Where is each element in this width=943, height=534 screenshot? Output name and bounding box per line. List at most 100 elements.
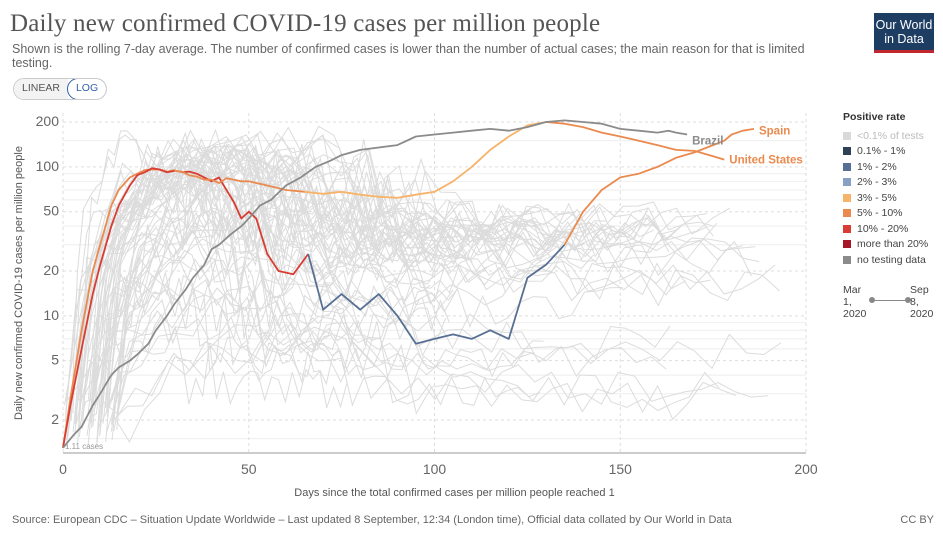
scale-toggle[interactable]: LINEAR LOG xyxy=(13,78,108,100)
license-link[interactable]: CC BY xyxy=(900,514,934,526)
background-country-line xyxy=(116,179,549,430)
series-line-brazil xyxy=(62,119,688,449)
legend-item[interactable]: no testing data xyxy=(843,252,939,268)
background-country-line xyxy=(106,269,782,434)
background-country-line xyxy=(106,209,431,417)
series-label: United States xyxy=(729,155,803,167)
x-tick-label: 200 xyxy=(794,461,818,477)
y-tick-label: 5 xyxy=(51,352,59,368)
background-country-line xyxy=(96,161,473,443)
y-tick-label: 50 xyxy=(43,203,59,219)
background-country-line xyxy=(89,129,537,402)
background-country-line xyxy=(89,272,366,419)
background-country-line xyxy=(111,166,594,441)
background-country-line xyxy=(93,249,397,406)
background-country-line xyxy=(90,165,452,409)
logo-line-1: Our World xyxy=(875,18,933,32)
legend-item[interactable]: 3% - 5% xyxy=(843,190,939,206)
legend-item[interactable]: 5% - 10% xyxy=(843,206,939,222)
timeline-control[interactable]: Mar 1, 2020 Sep 8, 2020 xyxy=(843,284,939,324)
background-country-line xyxy=(79,135,731,407)
background-country-line xyxy=(90,130,708,424)
linear-scale-button[interactable]: LINEAR xyxy=(14,79,68,99)
timeline-start-month: Mar xyxy=(843,284,862,296)
background-country-line xyxy=(88,128,513,400)
legend-swatch xyxy=(843,131,851,140)
background-country-line xyxy=(75,257,671,425)
background-country-line xyxy=(111,321,737,423)
background-country-line xyxy=(66,166,752,440)
chart-title: Daily new confirmed COVID-19 cases per m… xyxy=(10,10,601,37)
background-country-line xyxy=(106,279,544,408)
legend-item[interactable]: 10% - 20% xyxy=(843,221,939,237)
legend-item[interactable]: 0.1% - 1% xyxy=(843,144,939,160)
y-tick-label: 100 xyxy=(36,158,60,174)
background-country-line xyxy=(105,131,425,408)
timeline-end-handle[interactable] xyxy=(905,297,911,303)
background-country-line xyxy=(101,315,768,416)
legend-label: 2% - 3% xyxy=(857,176,897,189)
legend: Positive rate <0.1% of tests 0.1% - 1% 1% … xyxy=(843,111,939,268)
background-country-line xyxy=(81,172,448,429)
background-country-line xyxy=(65,162,524,415)
background-country-line xyxy=(64,177,467,423)
background-country-line xyxy=(66,287,667,401)
background-country-line xyxy=(116,235,342,403)
log-scale-button[interactable]: LOG xyxy=(66,79,107,99)
chart-subtitle: Shown is the rolling 7-day average. The … xyxy=(12,42,805,70)
timeline-end-day: 8, xyxy=(910,296,919,308)
series-line-spain xyxy=(307,244,566,345)
background-country-line xyxy=(108,293,535,406)
background-country-line xyxy=(70,130,319,421)
background-country-line xyxy=(74,149,655,424)
legend-item[interactable]: more than 20% xyxy=(843,237,939,253)
timeline-end-month: Sep xyxy=(910,284,929,296)
legend-swatch xyxy=(843,255,851,264)
owid-logo[interactable]: Our World in Data xyxy=(874,13,934,53)
series-line-united-states xyxy=(304,121,547,199)
background-country-line xyxy=(106,187,506,412)
timeline-start-year: 2020 xyxy=(843,308,867,320)
background-country-line xyxy=(101,143,561,418)
series-line-spain xyxy=(563,128,755,246)
background-country-line xyxy=(91,179,385,413)
background-country-line xyxy=(110,188,686,432)
series-line-spain xyxy=(62,168,183,448)
legend-item[interactable]: <0.1% of tests xyxy=(843,128,939,144)
y-axis-label: Daily new confirmed COVID-19 cases per m… xyxy=(13,146,25,420)
series-label: Brazil xyxy=(692,136,723,148)
background-country-line xyxy=(93,285,339,412)
legend-items: <0.1% of tests 0.1% - 1% 1% - 2% 2% - 3% 3% … xyxy=(843,128,939,268)
timeline-track[interactable] xyxy=(871,300,909,301)
background-country-line xyxy=(118,191,711,410)
background-country-line xyxy=(102,207,458,424)
legend-swatch xyxy=(843,209,851,218)
background-country-line xyxy=(106,145,504,413)
series-line-united-states xyxy=(545,121,725,161)
timeline-start-handle[interactable] xyxy=(869,297,875,303)
background-country-line xyxy=(113,223,623,432)
background-country-line xyxy=(92,132,707,427)
background-country-line xyxy=(98,316,540,428)
legend-label: 0.1% - 1% xyxy=(857,145,906,158)
background-country-line xyxy=(107,189,488,410)
background-country-line xyxy=(105,125,715,442)
timeline-end-label: Sep 8, 2020 xyxy=(910,284,933,320)
legend-item[interactable]: 1% - 2% xyxy=(843,159,939,175)
background-country-line xyxy=(75,274,407,402)
background-country-line xyxy=(86,198,780,436)
background-country-line xyxy=(83,161,760,399)
background-country-line xyxy=(111,192,776,401)
series-line-united-states xyxy=(62,167,175,448)
legend-label: 1% - 2% xyxy=(857,160,897,173)
background-country-line xyxy=(79,134,305,401)
start-annotation: 1.11 cases xyxy=(65,442,103,451)
background-country-line xyxy=(111,148,718,425)
background-country-line xyxy=(65,137,714,448)
background-country-line xyxy=(74,156,585,437)
legend-item[interactable]: 2% - 3% xyxy=(843,175,939,191)
x-tick-label: 150 xyxy=(609,461,633,477)
timeline-start-day: 1, xyxy=(843,296,852,308)
logo-line-2: in Data xyxy=(884,32,924,46)
